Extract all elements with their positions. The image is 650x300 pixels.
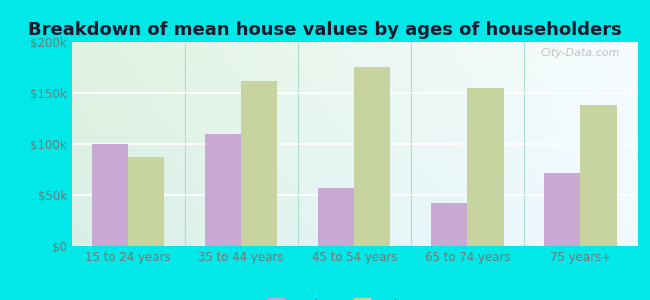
Bar (431, 203, 467, 246)
Text: Breakdown of mean house values by ages of householders: Breakdown of mean house values by ages o… (28, 21, 622, 39)
Bar (92, 144, 128, 246)
Legend: Perla, Arkansas: Perla, Arkansas (263, 293, 446, 300)
Bar (544, 172, 580, 246)
Bar (318, 188, 354, 246)
Bar (205, 134, 241, 246)
Bar (354, 68, 391, 246)
Bar (580, 105, 617, 246)
Bar (241, 81, 278, 246)
Text: City-Data.com: City-Data.com (541, 48, 620, 58)
Bar (467, 88, 504, 246)
Bar (128, 157, 164, 246)
